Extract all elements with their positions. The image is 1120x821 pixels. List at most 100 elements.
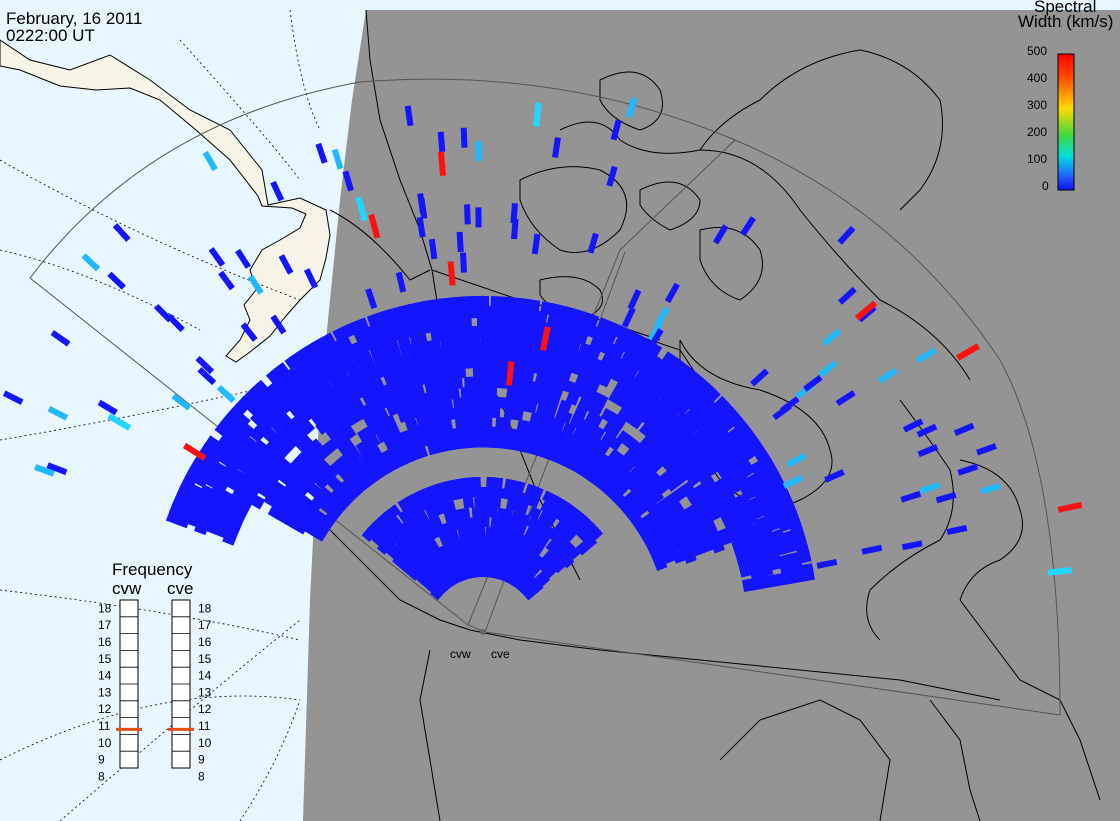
frequency-label-left: 8 [98, 769, 105, 783]
echo-cell [917, 444, 939, 458]
echo-cell [477, 316, 489, 328]
alaska-landmass [0, 39, 331, 363]
echo-cell [464, 376, 476, 389]
echo-cell [816, 559, 838, 569]
echo-cell [222, 530, 238, 546]
echo-cell [278, 254, 294, 275]
echo-cell [470, 436, 483, 448]
echo-cell [712, 224, 729, 245]
echo-cell [452, 397, 466, 410]
frequency-label-left: 18 [98, 601, 112, 615]
echo-cell [407, 566, 422, 581]
echo-cell [528, 506, 542, 520]
echo-cell [496, 436, 509, 450]
time-label: 0222:00 UT [6, 26, 95, 45]
echo-cell [165, 509, 182, 525]
echo-cell [368, 213, 381, 239]
echo-cell [837, 225, 856, 245]
echo-cell [545, 539, 560, 554]
echo-cell [485, 526, 497, 538]
echo-cell [499, 346, 513, 360]
frequency-label-right: 15 [198, 652, 212, 666]
echo-cell [459, 252, 468, 273]
echo-cell [464, 204, 471, 225]
frequency-label-left: 16 [98, 635, 112, 649]
echo-cell [524, 483, 538, 497]
frequency-marker-cve [168, 727, 194, 731]
echo-cell [107, 413, 132, 431]
echo-cell [524, 526, 538, 540]
echo-cell [491, 426, 503, 439]
echo-cell [534, 372, 549, 386]
echo-cell [510, 510, 524, 524]
echo-cell [626, 97, 638, 118]
echo-cell [397, 497, 412, 512]
echo-cell [782, 474, 804, 489]
echo-cell [97, 399, 118, 416]
echo-cell [919, 482, 941, 494]
echo-cell [606, 165, 618, 187]
echo-cell [366, 312, 383, 329]
echo-cell [553, 520, 568, 535]
colorbar-tick-400: 400 [1027, 71, 1047, 85]
echo-cell [195, 355, 215, 375]
echo-cell [471, 506, 483, 518]
echo-cell [270, 314, 287, 335]
echo-cell [112, 223, 131, 242]
site-label-cvw: cvw [450, 647, 471, 661]
echo-cell [438, 357, 453, 372]
echo-cell [496, 507, 508, 520]
echo-cell [417, 193, 426, 214]
echo-cell [197, 367, 217, 386]
echo-cell [472, 295, 485, 309]
echo-cell [428, 238, 438, 260]
echo-cell [901, 540, 923, 551]
echo-cell [2, 390, 24, 405]
echo-cell [443, 510, 457, 523]
echo-cell [476, 486, 488, 498]
frequency-label-left: 14 [98, 669, 112, 683]
frequency-label-right: 10 [198, 736, 212, 750]
echo-cell [916, 347, 937, 364]
echo-cell [587, 232, 599, 254]
echo-cell [427, 441, 441, 456]
echo-cell [621, 307, 636, 328]
echo-cell [654, 306, 670, 328]
date-label: February, 16 2011 [6, 9, 142, 28]
frequency-ticks: 18 18 17 17 16 16 15 15 14 14 13 13 12 12 11 11 10 10 9 9 8 8 [98, 599, 212, 783]
frequency-label-left: 10 [98, 736, 112, 750]
echo-cell [182, 442, 207, 461]
frequency-label-left: 13 [98, 685, 112, 699]
echo-cell [673, 412, 690, 430]
echo-cell [490, 517, 502, 529]
echo-cell [648, 328, 664, 349]
echo-cell [235, 248, 251, 269]
frequency-label-left: 12 [98, 702, 112, 716]
echo-cell [779, 396, 800, 414]
echo-cell [446, 540, 460, 554]
echo-cell [516, 419, 530, 433]
frequency-label-right: 14 [198, 669, 212, 683]
echo-cell [953, 422, 975, 437]
echo-cell [661, 351, 678, 369]
echo-cell [397, 508, 412, 523]
echo-cell [361, 527, 376, 542]
echo-cell [821, 328, 842, 347]
frequency-title: Frequency [112, 560, 193, 579]
echo-cell [331, 148, 344, 170]
echo-cell [473, 376, 485, 388]
echo-cell [538, 510, 552, 525]
echo-cell [900, 490, 922, 503]
colorbar-tick-300: 300 [1027, 98, 1047, 112]
echo-cell [535, 403, 550, 417]
echo-cell [495, 416, 508, 429]
echo-cell [218, 270, 235, 291]
echo-cell [446, 489, 459, 502]
echo-cell [270, 180, 285, 202]
echo-cell [315, 142, 328, 164]
echo-cell [34, 464, 55, 477]
echo-cell [916, 423, 938, 438]
site-label-cve: cve [491, 647, 510, 661]
echo-cell [505, 361, 515, 386]
echo-cell [395, 271, 407, 293]
